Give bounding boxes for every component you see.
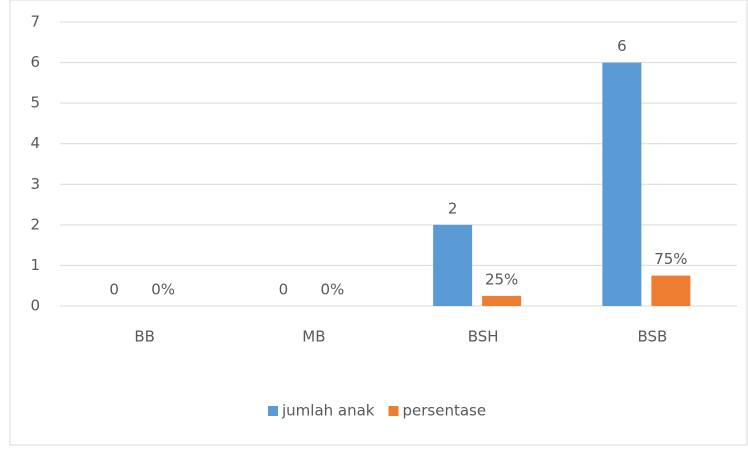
x-tick-label: BSB <box>637 328 667 346</box>
x-tick-label: MB <box>302 328 325 346</box>
data-label: 6 <box>617 37 627 55</box>
legend-swatch <box>388 406 399 416</box>
x-tick-label: BSH <box>468 328 499 346</box>
y-tick-label: 5 <box>30 94 40 112</box>
bar <box>651 275 691 306</box>
data-label: 0 <box>279 281 289 299</box>
y-tick-label: 7 <box>30 13 40 31</box>
y-tick-label: 1 <box>30 256 40 274</box>
y-tick-label: 2 <box>30 215 40 233</box>
legend-label: persentase <box>403 402 487 420</box>
x-tick-label: BB <box>134 328 155 346</box>
data-label: 75% <box>654 250 687 268</box>
data-label: 0% <box>320 281 344 299</box>
legend-swatch <box>268 406 278 416</box>
y-tick-label: 0 <box>30 297 40 315</box>
data-label: 0 <box>109 281 119 299</box>
y-tick-label: 4 <box>30 134 40 152</box>
data-label: 25% <box>485 270 518 288</box>
legend-label: jumlah anak <box>281 402 375 420</box>
y-tick-label: 6 <box>30 53 40 71</box>
bar <box>433 224 473 306</box>
bar <box>602 62 642 307</box>
y-tick-label: 3 <box>30 175 40 193</box>
bar <box>482 295 522 306</box>
data-label: 2 <box>448 199 458 217</box>
data-label: 0% <box>151 281 175 299</box>
